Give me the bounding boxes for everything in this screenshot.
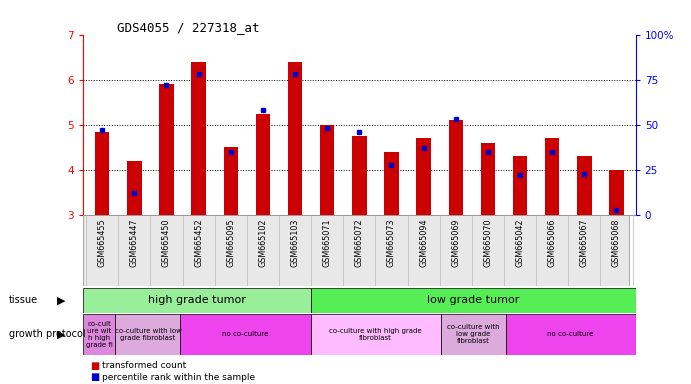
Text: GSM665071: GSM665071 [323,218,332,267]
Bar [352,136,366,215]
Text: GSM665069: GSM665069 [451,218,460,267]
Text: GSM665072: GSM665072 [354,218,364,267]
Text: percentile rank within the sample: percentile rank within the sample [102,372,256,382]
Text: GSM665455: GSM665455 [97,218,106,267]
Text: GSM665094: GSM665094 [419,218,428,267]
Text: co-culture with
low grade
fibroblast: co-culture with low grade fibroblast [447,324,500,344]
Bar [577,156,591,215]
Text: GSM665070: GSM665070 [484,218,493,267]
Text: tissue: tissue [9,295,38,306]
Bar [417,138,430,215]
Bar [384,152,399,215]
Text: GSM665103: GSM665103 [290,218,299,267]
Text: no co-culture: no co-culture [547,331,594,338]
Text: co-culture with low
grade fibroblast: co-culture with low grade fibroblast [115,328,182,341]
Text: transformed count: transformed count [102,361,187,370]
Text: co-cult
ure wit
h high
grade fi: co-cult ure wit h high grade fi [86,321,113,348]
Text: GSM665095: GSM665095 [226,218,235,267]
Text: GSM665102: GSM665102 [258,218,267,267]
Bar [513,156,527,215]
Bar [191,62,206,215]
Bar [448,120,463,215]
Text: GSM665447: GSM665447 [130,218,139,267]
Bar [115,314,180,355]
Bar [609,170,624,215]
Bar [95,132,109,215]
Bar [310,314,441,355]
Text: growth protocol: growth protocol [9,329,86,339]
Text: GSM665066: GSM665066 [548,218,557,267]
Text: GSM665067: GSM665067 [580,218,589,267]
Bar [83,314,115,355]
Bar [127,161,142,215]
Text: GSM665450: GSM665450 [162,218,171,267]
Bar [180,314,310,355]
Bar [256,114,270,215]
Bar [481,143,495,215]
Text: ■: ■ [90,361,99,371]
Text: GSM665452: GSM665452 [194,218,203,267]
Text: GSM665042: GSM665042 [515,218,524,267]
Text: GSM665073: GSM665073 [387,218,396,267]
Bar [310,288,636,313]
Text: GDS4055 / 227318_at: GDS4055 / 227318_at [117,21,260,34]
Text: ■: ■ [90,372,99,382]
Bar [320,125,334,215]
Bar [545,138,560,215]
Text: ▶: ▶ [57,295,65,306]
Text: GSM665068: GSM665068 [612,218,621,267]
Bar [288,62,302,215]
Text: high grade tumor: high grade tumor [148,295,246,306]
Bar [159,84,173,215]
Text: no co-culture: no co-culture [223,331,269,338]
Text: ▶: ▶ [57,329,65,339]
Bar [223,147,238,215]
Text: co-culture with high grade
fibroblast: co-culture with high grade fibroblast [330,328,422,341]
Bar [441,314,506,355]
Bar [506,314,636,355]
Bar [83,288,310,313]
Text: low grade tumor: low grade tumor [427,295,520,306]
